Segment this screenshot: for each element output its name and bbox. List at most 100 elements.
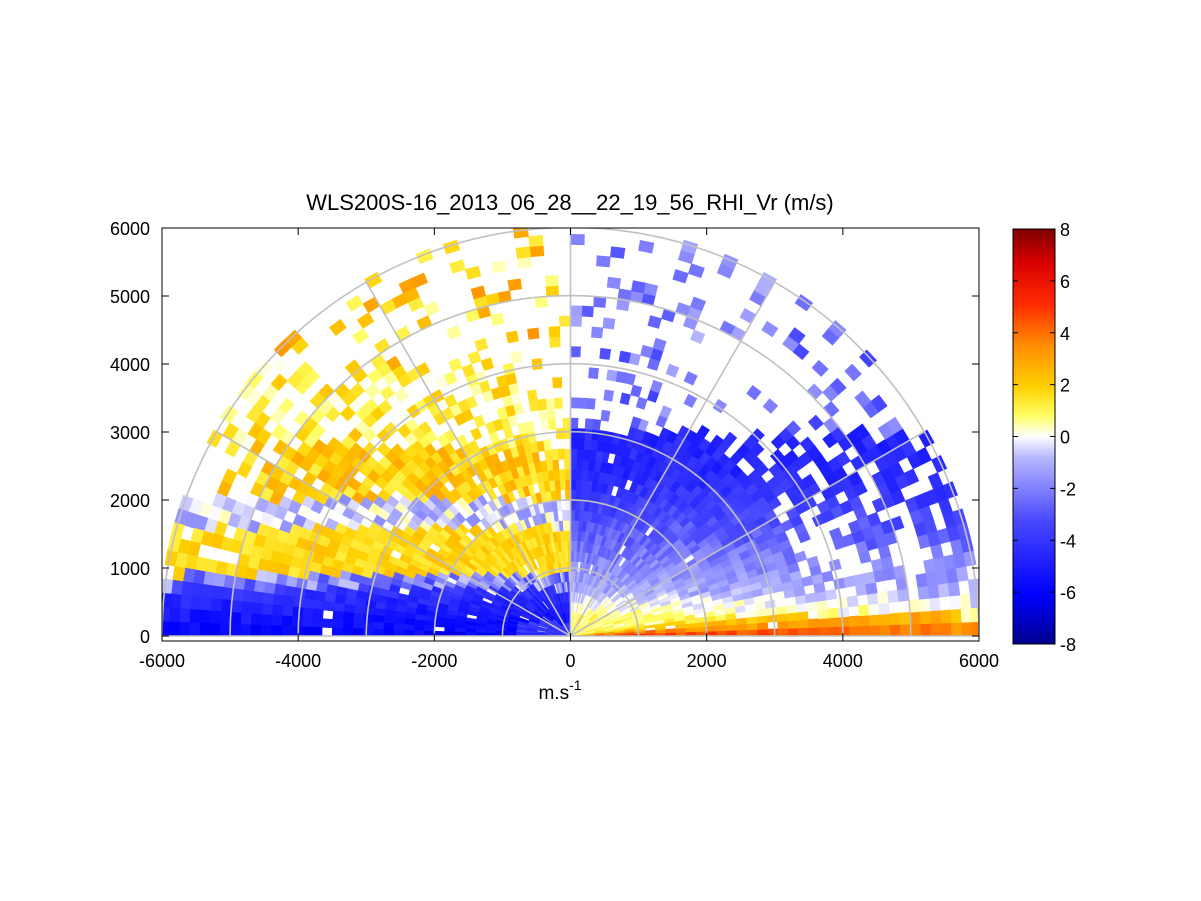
rhi-cell <box>250 624 262 637</box>
rhi-cell <box>900 623 912 637</box>
x-tick-label: -6000 <box>139 651 185 671</box>
rhi-cell <box>480 357 494 371</box>
x-axis: -6000 -4000 -2000 0 2000 4000 6000 <box>139 228 999 671</box>
rhi-cell <box>270 625 282 637</box>
rhi-cell <box>312 608 324 620</box>
rhi-cell <box>251 591 265 604</box>
rhi-cell <box>652 337 667 352</box>
y-tick-label: 6000 <box>110 219 150 239</box>
rhi-cell <box>301 626 313 637</box>
rhi-cell <box>887 589 900 603</box>
rhi-cell <box>683 371 698 386</box>
rhi-cell <box>490 260 507 274</box>
rhi-cell <box>549 336 561 348</box>
rhi-cell <box>219 623 231 637</box>
rhi-cell <box>280 625 292 637</box>
rhi-cell <box>950 608 963 624</box>
rhi-cell <box>448 357 463 373</box>
rhi-cell <box>870 394 888 413</box>
rhi-cell <box>332 610 345 621</box>
rhi-cell <box>470 285 487 300</box>
rhi-cell <box>761 320 779 338</box>
rhi-cell <box>555 428 564 440</box>
rhi-cell <box>618 350 632 364</box>
rhi-cell <box>329 318 347 337</box>
rhi-cell <box>961 621 973 637</box>
rhi-cell <box>811 359 829 377</box>
rhi-cell <box>951 621 963 637</box>
rhi-cell <box>398 409 413 425</box>
rhi-cell <box>382 629 394 637</box>
rhi-cell <box>581 459 590 471</box>
x-axis-label-exponent: -1 <box>569 677 582 693</box>
rhi-cell <box>170 579 184 596</box>
rhi-cell <box>162 578 174 595</box>
rhi-cell <box>393 387 410 403</box>
rhi-cell <box>827 607 840 619</box>
x-tick-label: 6000 <box>959 651 999 671</box>
rhi-cell <box>363 613 375 623</box>
rhi-cell <box>413 630 425 637</box>
rhi-cell <box>209 610 222 625</box>
rhi-cell <box>919 610 932 625</box>
rhi-cell <box>209 623 221 637</box>
rhi-cell <box>886 416 903 435</box>
rhi-cell <box>162 592 172 609</box>
rhi-cell <box>940 622 953 637</box>
rhi-cell <box>930 622 942 637</box>
rhi-cell <box>920 623 932 637</box>
rhi-cell <box>293 587 307 599</box>
rhi-cell <box>786 611 799 622</box>
rhi-cell <box>544 387 555 400</box>
rhi-cell <box>582 448 591 461</box>
rhi-cell <box>403 624 415 631</box>
rhi-cell <box>570 346 581 358</box>
rhi-cell <box>736 623 748 631</box>
rhi-cell <box>303 588 317 601</box>
rhi-cell <box>574 499 581 511</box>
rhi-cell <box>333 602 345 613</box>
rhi-cell <box>474 337 489 352</box>
rhi-cell <box>889 612 901 626</box>
rhi-cell <box>757 628 769 637</box>
rhi-cell <box>590 429 600 441</box>
rhi-cell <box>970 607 979 623</box>
rhi-cell <box>220 598 233 613</box>
rhi-cell <box>564 468 571 480</box>
rhi-cell <box>189 609 201 624</box>
rhi-cell <box>804 592 817 604</box>
rhi-cell <box>529 245 545 258</box>
rhi-cell <box>553 397 563 409</box>
rhi-cell <box>413 624 425 632</box>
rhi-cell <box>818 617 830 628</box>
rhi-cell <box>588 367 599 380</box>
rhi-cell <box>169 593 182 610</box>
rhi-cell <box>726 624 738 631</box>
rhi-cell <box>899 611 912 625</box>
rhi-cell <box>584 418 594 430</box>
rhi-cell <box>470 427 483 441</box>
range-ring <box>162 228 979 637</box>
plot-area <box>162 228 979 637</box>
rhi-cell <box>690 296 707 312</box>
rhi-cell <box>777 620 789 630</box>
rhi-cell <box>586 397 596 410</box>
rhi-cell <box>829 377 847 395</box>
rhi-cell <box>694 616 707 624</box>
x-tick-label: -4000 <box>275 651 321 671</box>
rhi-cell <box>849 625 861 637</box>
rhi-cell <box>818 626 830 637</box>
rhi-cell <box>575 468 583 481</box>
rhi-cell <box>538 408 549 421</box>
rhi-cell <box>603 389 615 402</box>
rhi-cell <box>291 606 304 618</box>
rhi-cell <box>372 628 384 637</box>
rhi-cell <box>853 423 871 441</box>
rhi-cell <box>787 627 799 637</box>
rhi-cell <box>776 612 789 622</box>
rhi-cell <box>490 312 505 326</box>
rhi-cell <box>324 592 337 604</box>
rhi-cell <box>570 438 578 450</box>
x-axis-label: m.s-1 <box>538 677 581 704</box>
